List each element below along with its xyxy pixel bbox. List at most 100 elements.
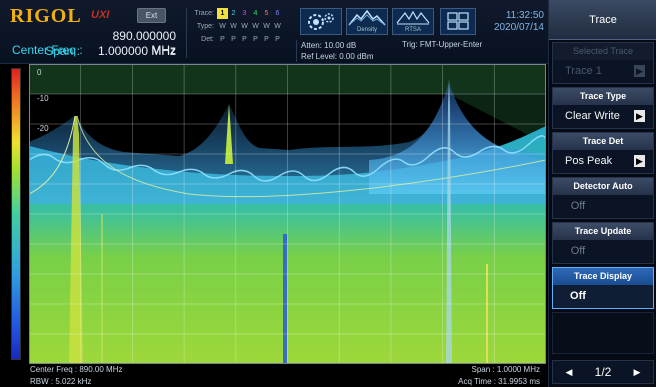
- density-mode-button[interactable]: Density: [346, 8, 388, 35]
- trace-det-6: P: [275, 36, 280, 43]
- spur-center: [283, 234, 287, 364]
- y-tick-minus20: -20: [37, 124, 49, 133]
- right-peak-fan: [369, 82, 546, 194]
- trace-type-value: Clear Write: [565, 110, 620, 122]
- trace-type-2: W: [230, 23, 237, 30]
- page-prev-icon[interactable]: ◀: [565, 367, 573, 377]
- detector-auto-head: Detector Auto: [553, 178, 653, 195]
- trace-type-3: W: [241, 23, 248, 30]
- center-freq-value: 890.000000 MHz: [112, 29, 176, 57]
- trace-number-row: Trace: 1 2 3 4 5 6: [191, 8, 290, 19]
- clock: 11:32:50 2020/07/14: [474, 10, 544, 34]
- trace-update-head: Trace Update: [553, 223, 653, 240]
- page-next-icon[interactable]: ▶: [633, 367, 641, 377]
- footer-span: Span : 1.0000 MHz: [471, 365, 540, 374]
- trace-det-5: P: [264, 36, 269, 43]
- trace-type-row: Type: W W W W W W: [191, 21, 290, 32]
- density-icon: [348, 9, 386, 26]
- right-peak: [446, 78, 452, 364]
- detector-auto-key[interactable]: Detector Auto Off On: [552, 177, 654, 235]
- selected-trace-value: Trace 1: [565, 65, 602, 77]
- trace-number-6: 6: [275, 10, 280, 17]
- trace-type-5: W: [263, 23, 270, 30]
- trace-type-key[interactable]: Trace Type Clear Write ▶: [552, 87, 654, 129]
- layout-button[interactable]: [440, 8, 476, 35]
- middle-peak: [225, 104, 233, 164]
- trace-update-key[interactable]: Trace Update Off On: [552, 222, 654, 280]
- y-tick-0: 0: [37, 68, 42, 77]
- trace-number-5: 5: [264, 10, 269, 17]
- trace-det-row: Det: P P P P P P: [191, 34, 290, 45]
- span-label: Span :: [45, 44, 80, 58]
- brand-logo: RIGOL: [10, 5, 82, 27]
- gear-icon: [308, 13, 334, 30]
- graph-border: [29, 64, 546, 364]
- trace-status-table[interactable]: Trace: 1 2 3 4 5 6 Type: W W W W W W Det…: [186, 8, 290, 58]
- left-peak: [69, 116, 83, 364]
- type-row-label: Type:: [196, 23, 214, 30]
- chevron-right-icon: ▶: [634, 155, 645, 167]
- left-peak-skirt-left: [29, 115, 76, 195]
- rtsa-label: RTSA: [405, 27, 421, 33]
- plot-footer-left: Center Freq : 890.00 MHz RBW : 5.022 kHz: [30, 364, 122, 387]
- brand-mark: UXI: [91, 9, 110, 21]
- trace-number-1: 1: [217, 8, 228, 19]
- trace-row-label: Trace:: [194, 10, 214, 17]
- menu-pager[interactable]: ◀ 1/2 ▶: [552, 360, 654, 384]
- graticule-lines: [29, 64, 546, 364]
- trace-det-2: P: [231, 36, 236, 43]
- trace-number-4: 4: [253, 10, 258, 17]
- empty-softkey[interactable]: [552, 312, 654, 354]
- trace-number-2: 2: [231, 10, 236, 17]
- menu-title: Trace: [549, 0, 656, 40]
- trace-type-4: W: [252, 23, 259, 30]
- trace-det-4: P: [253, 36, 258, 43]
- span-value: 1.000000 MHz: [97, 44, 176, 58]
- spectrum-display[interactable]: 0 -10 -20 Center Freq : 890.00 MHz RBW :…: [0, 64, 548, 387]
- trace-display-key[interactable]: Trace Display Off On: [552, 267, 654, 325]
- chevron-right-icon: ▶: [634, 65, 645, 77]
- trace-det-key[interactable]: Trace Det Pos Peak ▶: [552, 132, 654, 174]
- mask-region: [29, 64, 546, 144]
- mask-edge: [69, 94, 546, 144]
- settings-button[interactable]: [300, 8, 342, 35]
- clock-date: 2020/07/14: [493, 22, 544, 33]
- plot-footer-right: Span : 1.0000 MHz Acq Time : 31.9953 ms: [458, 364, 540, 387]
- det-row-label: Det:: [201, 36, 214, 43]
- trace-type-6: W: [274, 23, 281, 30]
- chevron-right-icon: ▶: [634, 110, 645, 122]
- footer-acq-time: Acq Time : 31.9953 ms: [458, 377, 540, 386]
- trace-det-1: P: [220, 36, 225, 43]
- clock-time: 11:32:50: [505, 10, 544, 21]
- trace-display-head: Trace Display: [553, 268, 653, 285]
- measurement-settings[interactable]: Atten: 10.00 dB Ref Level: 0.00 dBm: [296, 40, 373, 62]
- density-label: Density: [356, 27, 377, 33]
- spur-right: [486, 264, 488, 364]
- selected-trace-head: Selected Trace: [553, 43, 653, 60]
- trigger-readout[interactable]: Trig: FMT-Upper-Enter: [402, 40, 483, 49]
- rtsa-icon: [396, 10, 430, 25]
- trace-number-3: 3: [242, 10, 247, 17]
- rtsa-mode-button[interactable]: RTSA: [392, 8, 434, 35]
- density-spectrum-graph[interactable]: [29, 64, 546, 364]
- trace-det-3: P: [242, 36, 247, 43]
- span-readout[interactable]: Span : 1.000000 MHz: [12, 44, 176, 58]
- footer-rbw: RBW : 5.022 kHz: [30, 377, 92, 386]
- density-color-scale: [11, 68, 21, 360]
- trace-det-value: Pos Peak: [565, 155, 613, 167]
- exit-button[interactable]: Ext: [137, 8, 166, 23]
- grid-layout-icon: [447, 12, 469, 30]
- selected-trace-key[interactable]: Selected Trace Trace 1 ▶: [552, 42, 654, 84]
- softkey-panel: Trace Selected Trace Trace 1 ▶ Trace Typ…: [548, 0, 656, 387]
- trace-type-1: W: [219, 23, 226, 30]
- ref-level-readout: Ref Level: 0.00 dBm: [301, 52, 374, 61]
- page-indicator: 1/2: [594, 365, 612, 379]
- status-bar: RIGOL UXI Ext Center Freq : 890.000000 MH…: [0, 0, 548, 64]
- center-freq-readout[interactable]: Center Freq : 890.000000 MHz: [12, 29, 176, 57]
- spur-left: [101, 214, 103, 364]
- trace-display-off: Off: [570, 290, 586, 302]
- trace-det-head: Trace Det: [553, 133, 653, 150]
- detector-auto-off: Off: [570, 200, 586, 212]
- atten-readout: Atten: 10.00 dB: [301, 41, 357, 50]
- trace-update-off: Off: [570, 245, 586, 257]
